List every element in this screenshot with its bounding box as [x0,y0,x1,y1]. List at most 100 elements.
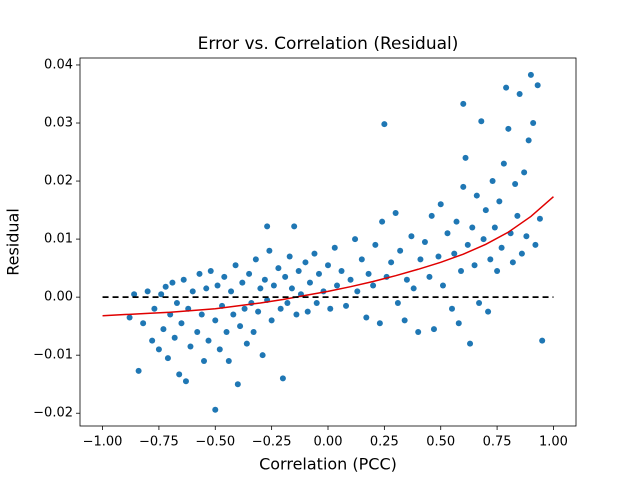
scatter-point [435,253,442,260]
scatter-point [527,71,534,78]
scatter-point [176,371,183,378]
y-tick-label: 0.04 [44,57,73,72]
scatter-point [313,299,320,306]
scatter-point [230,311,237,318]
scatter-point [270,282,277,289]
scatter-point [286,253,293,260]
scatter-point [126,314,133,321]
scatter-point [212,317,219,324]
scatter-point [189,288,196,295]
scatter-point [421,239,428,245]
scatter-point [160,326,167,333]
scatter-point [144,288,151,295]
scatter-point [252,256,259,263]
scatter-point [261,276,268,283]
x-tick-label: −0.25 [252,435,292,450]
scatter-point [509,259,516,266]
scatter-point [363,314,370,321]
scatter-point [182,378,189,385]
scatter-point [264,223,271,230]
scatter-point [304,308,311,315]
scatter-point [394,299,401,306]
scatter-point [277,305,284,312]
scatter-point [444,230,451,237]
x-tick-label: −1.00 [83,435,123,450]
scatter-point [268,317,275,324]
scatter-point [140,320,147,327]
scatter-point [403,276,410,283]
scatter-point [173,299,180,306]
scatter-point [379,218,386,225]
scatter-point [255,308,262,315]
scatter-point [225,357,232,364]
x-tick-label: −0.50 [195,435,235,450]
scatter-point [205,337,212,344]
scatter-point [392,209,399,216]
scatter-point [201,357,207,364]
scatter-point [437,201,444,208]
scatter-point [207,268,214,275]
scatter-point [306,279,313,286]
scatter-point [512,180,519,187]
scatter-point [275,265,282,272]
scatter-point [250,328,257,335]
scatter-point [164,355,171,362]
scatter-point [241,305,248,312]
scatter-point [530,120,537,127]
scatter-point [426,273,433,280]
scatter-point [237,323,244,330]
scatter-point [491,224,498,231]
y-tick-label: 0.02 [44,174,73,189]
scatter-point [397,247,404,254]
x-tick-label: 1.00 [539,435,568,450]
scatter-point [232,262,239,269]
scatter-point [257,285,264,292]
scatter-point [302,259,309,266]
scatter-point [458,268,465,275]
scatter-point [279,375,286,382]
scatter-point [536,215,543,222]
scatter-point [162,283,169,290]
scatter-point [212,406,219,413]
scatter-point [415,328,422,335]
scatter-point [455,320,462,327]
scatter-point [169,279,176,286]
scatter-point [453,218,460,225]
scatter-point [343,302,350,309]
scatter-point [338,268,345,275]
scatter-point [347,276,354,283]
y-tick-label: 0.00 [44,290,73,305]
scatter-point [221,273,228,280]
scatter-point [178,320,185,327]
scatter-point [243,340,250,347]
scatter-point [464,241,471,248]
scatter-point [158,291,165,298]
scatter-point [214,282,221,289]
scatter-point [496,198,503,205]
scatter-point [311,250,318,257]
scatter-point [155,346,162,353]
scatter-point [293,311,300,318]
scatter-point [282,273,289,280]
scatter-point [354,288,361,295]
scatter-point [401,317,408,324]
scatter-point [532,241,539,248]
scatter-point [284,299,291,306]
scatter-point [480,236,487,243]
scatter-point [449,305,455,312]
scatter-point [408,233,415,240]
x-tick-label: 0.75 [483,435,512,450]
y-tick-label: 0.03 [44,116,73,131]
scatter-point [430,326,437,333]
x-axis-label: Correlation (PCC) [259,455,397,474]
scatter-point [149,337,156,344]
x-tick-label: −0.75 [139,435,179,450]
scatter-point [521,169,528,176]
scatter-point [171,334,178,341]
scatter-point [180,276,187,283]
scatter-point [194,328,201,335]
scatter-point [234,381,241,388]
scatter-point [381,121,388,128]
scatter-point [478,118,485,125]
fit-line [102,196,554,317]
